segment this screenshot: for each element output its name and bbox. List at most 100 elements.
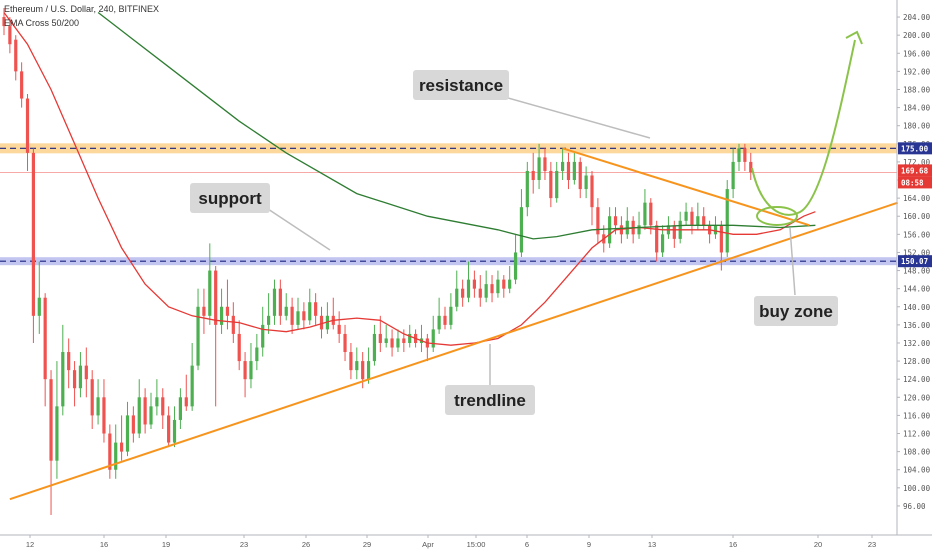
projection-arrowhead: [845, 30, 863, 45]
candle-body: [172, 419, 177, 443]
candle-body: [378, 333, 382, 343]
candle-body: [402, 338, 406, 343]
candle-body: [308, 302, 312, 321]
candle-body: [390, 338, 394, 348]
candle-body: [578, 161, 582, 190]
candle-body: [561, 161, 565, 171]
y-tick-label: 96.00: [903, 502, 926, 511]
candle-body: [208, 270, 212, 316]
y-tick-label: 104.00: [903, 466, 931, 475]
x-tick-label: 23: [240, 540, 248, 549]
candle-body: [37, 297, 41, 316]
support-label: support: [198, 189, 262, 208]
candle-body: [278, 288, 282, 316]
resistance-label: resistance: [419, 76, 503, 95]
candle-body: [67, 352, 71, 371]
candle-body: [649, 202, 653, 226]
candle-body: [290, 306, 294, 325]
candle-body: [14, 39, 18, 72]
candle-body: [484, 284, 488, 298]
ema-fast-line: [3, 12, 816, 346]
candle-body: [549, 170, 553, 199]
x-tick-label: 29: [363, 540, 371, 549]
buy-zone-ellipse: [756, 206, 798, 226]
trendline-label-bg: [445, 385, 535, 415]
candle-body: [190, 365, 194, 407]
support-pointer: [267, 208, 331, 251]
candle-body: [61, 352, 65, 407]
support-price-badge-bg: [898, 255, 932, 268]
y-tick-label: 204.00: [903, 13, 931, 22]
candle-body: [396, 338, 400, 348]
y-tick-label: 100.00: [903, 484, 931, 493]
drawings: [9, 30, 899, 501]
wedge-top-line: [562, 147, 810, 227]
x-tick-label: 20: [814, 540, 822, 549]
candle-body: [608, 216, 612, 244]
candle-body: [237, 333, 241, 362]
x-tick-label: 26: [302, 540, 310, 549]
candle-body: [737, 148, 741, 162]
y-tick-label: 200.00: [903, 31, 931, 40]
x-tick-label: 13: [648, 540, 656, 549]
resistance-label-bg: [413, 70, 509, 100]
resistance-price-badge: 175.00: [901, 144, 929, 153]
candle-body: [272, 288, 277, 316]
candle-body: [114, 442, 118, 470]
annotation-labels: resistance support trendline buy zone: [190, 70, 838, 415]
candle-body: [713, 225, 718, 235]
ema-slow-line: [97, 11, 816, 240]
candle-body: [366, 361, 371, 380]
buy-zone-label-bg: [754, 296, 838, 326]
candle-body: [137, 397, 141, 434]
candle-body: [596, 207, 600, 235]
candle-body: [184, 397, 188, 407]
candle-body: [525, 170, 529, 208]
candle-body: [572, 161, 576, 181]
candle-body: [684, 211, 688, 221]
candle-body: [543, 157, 547, 171]
candle-body: [361, 361, 365, 380]
candle-body: [508, 279, 512, 289]
y-tick-label: 172.00: [903, 158, 931, 167]
support-label-bg: [190, 183, 270, 213]
candle-body: [466, 279, 471, 298]
y-tick-label: 112.00: [903, 430, 931, 439]
candle-body: [672, 225, 676, 239]
y-tick-label: 192.00: [903, 67, 931, 76]
candle-body: [131, 415, 135, 434]
candle-body: [8, 26, 12, 45]
candle-body: [502, 279, 506, 289]
candle-body: [25, 98, 30, 153]
candle-body: [472, 279, 476, 289]
candle-body: [613, 216, 618, 226]
candle-body: [143, 397, 147, 425]
candle-body: [31, 152, 35, 316]
candle-body: [296, 311, 300, 325]
candle-body: [49, 379, 53, 461]
candle-body: [513, 252, 518, 280]
y-tick-label: 156.00: [903, 230, 931, 239]
candle-body: [478, 288, 482, 298]
y-tick-label: 144.00: [903, 285, 931, 294]
candle-body: [431, 329, 435, 348]
candle-body: [249, 361, 253, 380]
trendline: [9, 201, 899, 501]
candle-body: [90, 379, 94, 416]
level-bands: [0, 143, 897, 266]
candle-body: [355, 361, 359, 371]
x-tick-label: 6: [525, 540, 529, 549]
y-tick-label: 108.00: [903, 448, 931, 457]
candle-body: [702, 216, 706, 226]
candle-body: [161, 397, 165, 416]
x-tick-label: 16: [100, 540, 108, 549]
support-price-badge: 150.07: [901, 257, 928, 266]
candle-body: [167, 415, 171, 443]
candle-body: [384, 338, 388, 343]
candle-body: [408, 333, 412, 343]
y-tick-label: 120.00: [903, 393, 931, 402]
projection-path: [751, 39, 856, 216]
candle-body: [319, 315, 324, 330]
y-axis: 96.00 100.00 104.00 108.00 112.00 116.00 120.0…: [896, 0, 932, 535]
y-tick-label: 140.00: [903, 303, 931, 312]
